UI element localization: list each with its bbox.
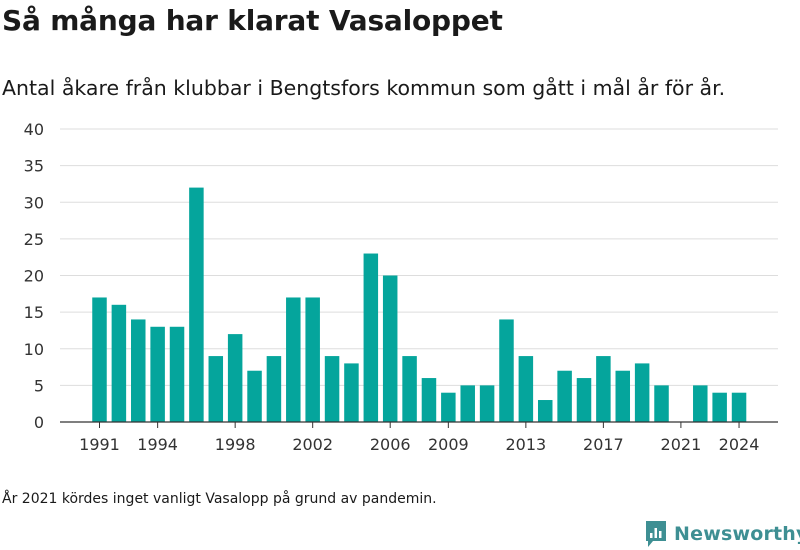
x-tick-label: 2013 (506, 435, 547, 454)
bar (382, 275, 398, 422)
bar (654, 385, 669, 422)
bar (247, 370, 262, 422)
bar (344, 363, 359, 422)
bar (460, 385, 475, 422)
y-tick-label: 35 (24, 157, 44, 176)
bar (150, 326, 165, 422)
bar (596, 356, 611, 422)
bar (441, 392, 456, 422)
bar (131, 319, 146, 422)
chart-title: Så många har klarat Vasaloppet (2, 4, 503, 37)
brand-name: Newsworthy (674, 523, 800, 545)
bar (634, 363, 650, 422)
y-tick-label: 40 (24, 120, 44, 139)
chart-subtitle: Antal åkare från klubbar i Bengtsfors ko… (2, 76, 726, 100)
x-tick-label: 2021 (661, 435, 702, 454)
bar (111, 304, 127, 422)
x-tick-label: 1994 (137, 435, 178, 454)
bar (92, 297, 107, 422)
bar (615, 370, 631, 422)
y-tick-label: 0 (34, 413, 44, 432)
bar (208, 356, 224, 422)
bar (189, 187, 204, 422)
x-tick-label: 2017 (583, 435, 624, 454)
bar (576, 378, 592, 422)
bar (402, 356, 417, 422)
bar (731, 392, 747, 422)
bar (557, 370, 572, 422)
bar (324, 356, 340, 422)
y-tick-label: 20 (24, 267, 44, 286)
y-tick-label: 15 (24, 303, 44, 322)
bar (305, 297, 320, 422)
y-tick-label: 5 (34, 376, 44, 395)
brand: Newsworthy (644, 519, 800, 549)
bar (421, 378, 437, 422)
bar (537, 400, 553, 422)
footnote: År 2021 kördes inget vanligt Vasalopp på… (2, 491, 437, 507)
x-tick-label: 2024 (719, 435, 760, 454)
y-tick-label: 30 (24, 193, 44, 212)
x-tick-label: 2002 (292, 435, 333, 454)
bar-chart: 0 5 10 15 20 25 30 35 40 1991 1994 1998 2002 2006 2009… (24, 120, 778, 454)
bar (712, 392, 727, 422)
x-tick-label: 1991 (79, 435, 120, 454)
bar (693, 385, 708, 422)
bar (499, 319, 514, 422)
y-tick-label: 10 (24, 340, 44, 359)
bar (286, 297, 301, 422)
y-tick-label: 25 (24, 230, 44, 249)
x-tick-label: 1998 (215, 435, 256, 454)
x-tick-label: 2009 (428, 435, 469, 454)
bar (227, 334, 243, 422)
newsworthy-logo-icon (646, 521, 666, 547)
bar (479, 385, 495, 422)
bar (518, 356, 534, 422)
bar (266, 356, 282, 422)
bar (169, 326, 185, 422)
x-tick-label: 2006 (370, 435, 411, 454)
bar (363, 253, 379, 422)
